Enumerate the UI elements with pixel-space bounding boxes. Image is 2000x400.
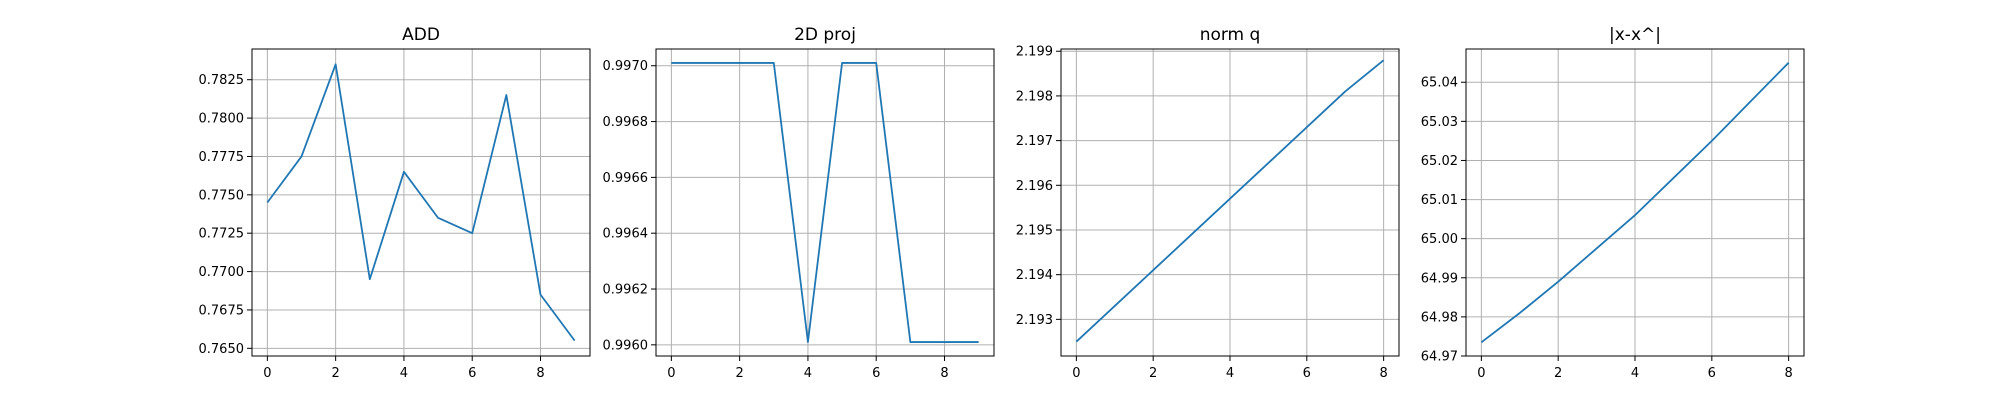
series-line — [1075, 59, 1385, 343]
x-tick-label: 0 — [1072, 366, 1080, 381]
y-tick-label: 64.97 — [1421, 350, 1458, 365]
x-tick-label: 2 — [332, 366, 340, 381]
y-tick-label: 0.9962 — [603, 283, 649, 298]
series-line — [671, 62, 979, 343]
chart-panel-1: 0 2 4 6 8 0.7650 0.7675 0.7700 0.7725 0.7750 0.777… — [199, 25, 591, 381]
y-tick-label: 0.7675 — [199, 303, 245, 318]
x-tick-label: 4 — [400, 366, 408, 381]
y-tick-label: 0.9964 — [603, 227, 649, 242]
y-tick-label: 65.04 — [1421, 76, 1458, 91]
y-tick-label: 2.198 — [1016, 89, 1053, 104]
y-tick-label: 2.194 — [1016, 268, 1053, 283]
y-tick-label: 64.99 — [1421, 271, 1458, 286]
y-tick-label: 0.7775 — [199, 150, 245, 165]
y-tick-label: 0.7750 — [199, 188, 245, 203]
y-tick-label: 0.7650 — [199, 342, 245, 357]
y-tick-label: 0.7700 — [199, 265, 245, 280]
x-tick-label: 8 — [536, 366, 544, 381]
x-tick-label: 6 — [468, 366, 476, 381]
y-tick-label: 0.7725 — [199, 227, 245, 242]
y-tick-label: 0.9966 — [603, 171, 649, 186]
y-tick-label: 65.01 — [1421, 193, 1458, 208]
plot-frame — [251, 48, 591, 357]
y-tick-label: 0.7825 — [199, 73, 245, 88]
x-tick-label: 8 — [940, 366, 948, 381]
x-tick-label: 8 — [1379, 366, 1387, 381]
x-tick-label: 0 — [263, 366, 271, 381]
chart-title: ADD — [402, 25, 440, 45]
plot-frame — [655, 48, 995, 357]
series-line — [1480, 62, 1790, 344]
y-tick-label: 2.199 — [1016, 45, 1053, 60]
chart-panel-3: 0 2 4 6 8 2.193 2.194 2.195 2.196 2.197 2.198 2.199… — [1016, 25, 1400, 381]
chart-title: |x-x^| — [1609, 25, 1661, 45]
y-tick-label: 65.02 — [1421, 154, 1458, 169]
chart-title: 2D proj — [794, 25, 856, 45]
y-tick-label: 65.03 — [1421, 115, 1458, 130]
y-tick-label: 0.7800 — [199, 112, 245, 127]
y-tick-label: 2.195 — [1016, 223, 1053, 238]
x-tick-label: 2 — [1554, 366, 1562, 381]
x-tick-label: 4 — [1631, 366, 1639, 381]
x-tick-label: 2 — [1149, 366, 1157, 381]
y-tick-label: 64.98 — [1421, 310, 1458, 325]
x-tick-label: 6 — [1708, 366, 1716, 381]
y-tick-label: 65.00 — [1421, 232, 1458, 247]
y-tick-label: 2.193 — [1016, 313, 1053, 328]
y-tick-label: 2.196 — [1016, 179, 1053, 194]
x-tick-label: 6 — [872, 366, 880, 381]
y-tick-label: 0.9970 — [603, 59, 649, 74]
y-tick-label: 0.9960 — [603, 338, 649, 353]
x-tick-label: 0 — [667, 366, 675, 381]
chart-panel-4: 0 2 4 6 8 64.97 64.98 64.99 65.00 65.01 65.02 65.03… — [1421, 25, 1805, 381]
y-tick-label: 2.197 — [1016, 134, 1053, 149]
x-tick-label: 4 — [1226, 366, 1234, 381]
x-tick-label: 2 — [736, 366, 744, 381]
chart-panel-2: 0 2 4 6 8 0.9960 0.9962 0.9964 0.9966 0.9968 0.997… — [603, 25, 995, 381]
chart-title: norm q — [1200, 25, 1261, 45]
series-line — [266, 63, 576, 342]
x-tick-label: 4 — [804, 366, 812, 381]
x-tick-label: 0 — [1477, 366, 1485, 381]
x-tick-label: 6 — [1303, 366, 1311, 381]
y-tick-label: 0.9968 — [603, 115, 649, 130]
x-tick-label: 8 — [1784, 366, 1792, 381]
